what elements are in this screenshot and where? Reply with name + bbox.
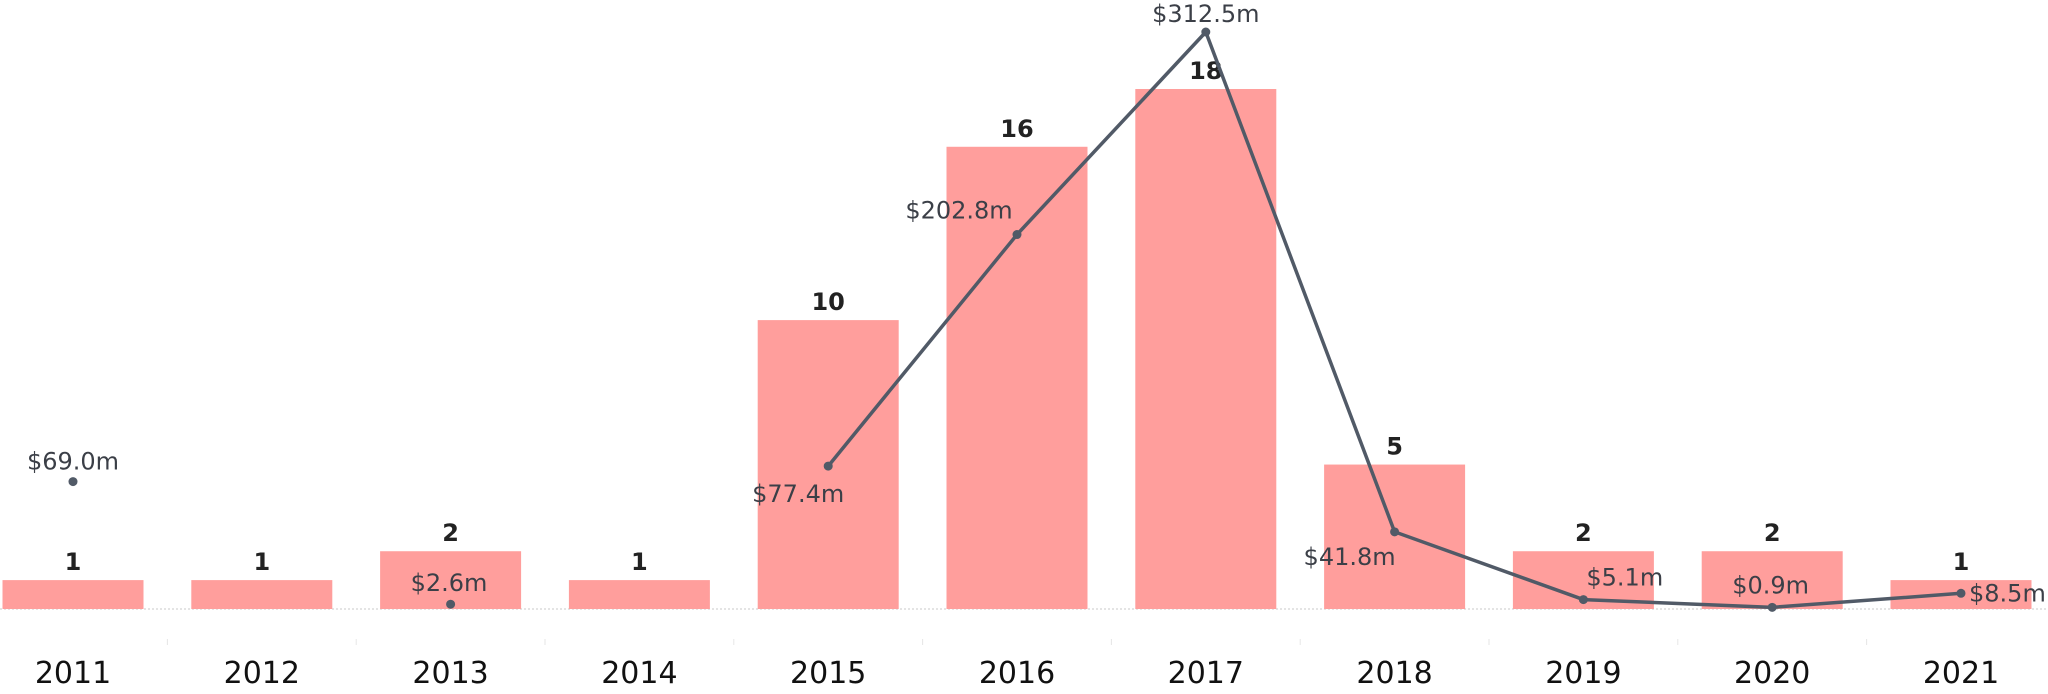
year-label-2020: 2020 <box>1734 656 1810 691</box>
amount-label-2011: $69.0m <box>27 448 119 476</box>
year-label-2011: 2011 <box>35 656 111 691</box>
amount-point-2018 <box>1390 527 1400 537</box>
amount-label-2020: $0.9m <box>1732 571 1809 599</box>
bar-label-2019: 2 <box>1575 519 1592 547</box>
amount-point-2021 <box>1956 588 1966 598</box>
amount-labels: $69.0m $2.6m $77.4m $202.8m $312.5m $41.8m $5.… <box>27 0 2046 607</box>
year-label-2017: 2017 <box>1168 656 1244 691</box>
amount-point-2015 <box>823 461 833 471</box>
bar-label-2018: 5 <box>1386 433 1403 461</box>
bar-label-2015: 10 <box>811 288 844 316</box>
year-label-2021: 2021 <box>1923 656 1999 691</box>
year-label-2018: 2018 <box>1356 656 1432 691</box>
amount-point-2016 <box>1012 230 1022 240</box>
year-label-2016: 2016 <box>979 656 1055 691</box>
bar-label-2014: 1 <box>631 548 648 576</box>
bar-2018 <box>1324 464 1466 609</box>
bar-label-2011: 1 <box>65 548 82 576</box>
year-label-2014: 2014 <box>601 656 677 691</box>
amount-points <box>68 27 1966 612</box>
year-label-2015: 2015 <box>790 656 866 691</box>
year-label-2012: 2012 <box>224 656 300 691</box>
amount-label-2021: $8.5m <box>1969 579 2046 607</box>
bar-2017 <box>1135 89 1277 609</box>
year-label-2019: 2019 <box>1545 656 1621 691</box>
year-separators <box>166 639 1868 645</box>
bar-label-2013: 2 <box>442 519 459 547</box>
bar-2016 <box>946 146 1088 609</box>
amount-point-2017 <box>1201 27 1211 37</box>
bar-series <box>2 89 2032 609</box>
bar-2012 <box>191 580 333 609</box>
amount-label-2017: $312.5m <box>1152 0 1259 28</box>
bar-2020 <box>1701 551 1843 609</box>
x-axis-tick-labels: 2011 2012 2013 2014 2015 2016 2017 2018 2019 2020… <box>35 656 1999 691</box>
bar-label-2020: 2 <box>1764 519 1781 547</box>
amount-point-2013 <box>446 599 456 609</box>
amount-point-2011 <box>68 477 78 487</box>
amount-label-2015: $77.4m <box>752 480 844 508</box>
bar-2011 <box>2 580 144 609</box>
bar-label-2021: 1 <box>1953 548 1970 576</box>
amount-point-2020 <box>1767 602 1777 612</box>
amount-label-2018: $41.8m <box>1304 543 1396 571</box>
amount-label-2019: $5.1m <box>1586 564 1663 592</box>
bar-label-2016: 16 <box>1000 115 1033 143</box>
year-label-2013: 2013 <box>412 656 488 691</box>
bar-label-2012: 1 <box>253 548 270 576</box>
bar-2013 <box>380 551 522 609</box>
amount-label-2013: $2.6m <box>411 569 488 597</box>
amount-label-2016: $202.8m <box>905 197 1012 225</box>
bar-2014 <box>568 580 710 609</box>
amount-point-2019 <box>1578 595 1588 605</box>
